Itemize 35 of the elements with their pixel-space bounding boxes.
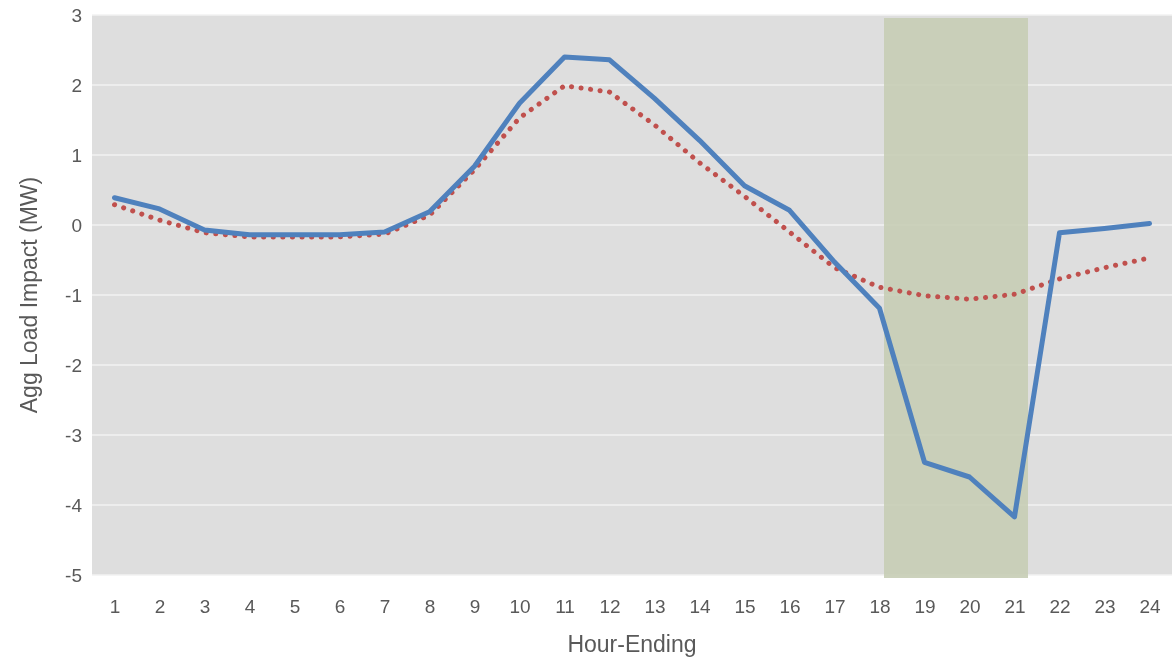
x-tick-label: 8 — [424, 596, 436, 618]
x-tick-label: 23 — [1094, 596, 1116, 618]
x-tick-label: 7 — [379, 596, 391, 618]
x-tick-label: 21 — [1004, 596, 1026, 618]
x-axis-title: Hour-Ending — [567, 631, 697, 657]
y-tick-label: 1 — [71, 144, 82, 166]
x-tick-label: 24 — [1139, 596, 1161, 618]
x-tick-label: 5 — [289, 596, 301, 618]
x-tick-label: 18 — [869, 596, 891, 618]
x-tick-label: 2 — [154, 596, 166, 618]
x-tick-label: 6 — [334, 596, 346, 618]
y-axis-title: Agg Load Impact (MW) — [16, 176, 42, 414]
y-tick-label: -4 — [65, 494, 83, 516]
x-tick-label: 1 — [109, 596, 121, 618]
y-tick-label: -2 — [65, 354, 82, 376]
x-tick-label: 22 — [1049, 596, 1071, 618]
x-tick-label: 12 — [599, 596, 621, 618]
y-tick-label: 2 — [71, 74, 82, 96]
x-tick-label: 20 — [959, 596, 981, 618]
y-tick-label: 0 — [71, 214, 82, 236]
x-tick-label: 9 — [469, 596, 481, 618]
y-tick-label: -1 — [65, 284, 82, 306]
y-tick-label: -3 — [65, 424, 82, 446]
x-tick-label: 13 — [644, 596, 666, 618]
x-tick-label: 10 — [509, 596, 531, 618]
x-tick-label: 15 — [734, 596, 756, 618]
x-tick-label: 4 — [244, 596, 256, 618]
y-tick-label: 3 — [71, 4, 82, 26]
x-tick-label: 14 — [689, 596, 711, 618]
x-tick-label: 3 — [199, 596, 211, 618]
x-tick-label: 17 — [824, 596, 846, 618]
x-tick-label: 19 — [914, 596, 936, 618]
x-tick-label: 11 — [555, 596, 575, 618]
x-tick-label: 16 — [779, 596, 801, 618]
y-tick-label: -5 — [65, 564, 82, 586]
